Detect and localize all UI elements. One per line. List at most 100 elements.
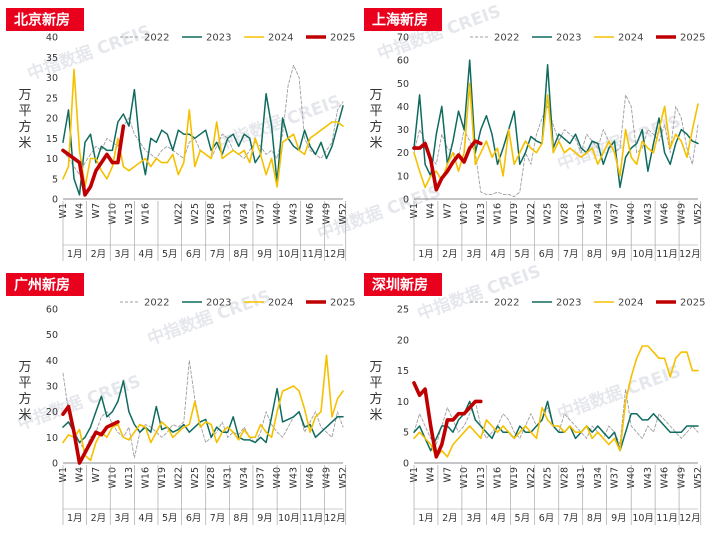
x-tick-label: W4 <box>426 467 437 482</box>
x-tick-label: W19 <box>509 467 520 488</box>
legend: 2022 2023 2024 2025 <box>120 33 355 44</box>
x-tick-label: W37 <box>256 203 267 224</box>
y-tick-label: 50 <box>397 79 409 90</box>
x-tick-label: W37 <box>609 203 620 224</box>
y-tick-label: 35 <box>46 53 58 64</box>
x-tick-label: W10 <box>459 203 470 224</box>
legend-item-2023: 2023 <box>532 33 581 44</box>
x-tick-label: W31 <box>223 203 234 224</box>
x-month-label: 5月 <box>515 513 531 524</box>
y-tick-label: 0 <box>403 195 409 206</box>
x-axis-week-ticks: W1 W4 W7 W10 W13 W16 W19 W22 W25 W28 W31 W34 W37 W40 W… <box>58 467 349 488</box>
x-tick-label: W43 <box>643 467 654 488</box>
watermark-text: 中指数据 CREIS <box>555 361 684 425</box>
x-month-label: 3月 <box>115 249 131 260</box>
y-axis-label-char: 万 <box>18 88 31 103</box>
y-axis-label-char: 万 <box>18 360 31 375</box>
y-axis-label-char: 万 <box>369 360 382 375</box>
legend-label: 2023 <box>556 298 581 309</box>
x-tick-label: W25 <box>190 467 201 488</box>
legend-label: 2025 <box>330 33 355 44</box>
y-tick-label: 50 <box>46 330 58 341</box>
x-month-label: 5月 <box>162 249 178 260</box>
x-axis-week-ticks: W1 W4 W7 W10 W13 W16 W22 W25 W28 W31 W34 W37 W40 W43 W… <box>58 203 349 224</box>
y-tick-label: 30 <box>46 73 58 84</box>
series-line-2023 <box>413 400 699 452</box>
x-tick-label: W25 <box>543 467 554 488</box>
x-tick-label: W34 <box>593 467 604 488</box>
legend-item-2025: 2025 <box>656 298 705 309</box>
x-month-label: 8月 <box>233 513 249 524</box>
y-axis-label-char: 平 <box>369 376 382 391</box>
legend-label: 2022 <box>144 298 169 309</box>
x-month-label: 2月 <box>91 249 107 260</box>
legend-item-2023: 2023 <box>182 298 231 309</box>
y-tick-label: 10 <box>397 397 409 408</box>
x-month-label: 7月 <box>210 513 226 524</box>
series-2025 <box>61 124 126 197</box>
x-tick-label: W19 <box>157 467 168 488</box>
y-axis: 0 5 10 15 20 25 <box>397 305 409 470</box>
x-month-label: 4月 <box>138 249 154 260</box>
series-2024 <box>62 68 344 188</box>
x-tick-label: W49 <box>676 203 687 224</box>
x-tick-label: W40 <box>272 203 283 224</box>
x-month-label: 11月 <box>656 513 678 524</box>
y-tick-label: 15 <box>46 134 58 145</box>
y-tick-label: 25 <box>397 305 409 316</box>
series-2025 <box>412 381 483 459</box>
x-month-label: 10月 <box>278 249 300 260</box>
y-tick-label: 70 <box>397 33 409 44</box>
series-2024 <box>413 345 699 458</box>
legend-item-2024: 2024 <box>594 298 643 309</box>
legend-item-2024: 2024 <box>244 298 293 309</box>
x-month-label: 3月 <box>466 513 482 524</box>
x-month-label: 1月 <box>67 513 83 524</box>
x-tick-label: W46 <box>660 467 671 488</box>
x-tick-label: W37 <box>609 467 620 488</box>
x-month-label: 7月 <box>563 513 579 524</box>
x-tick-label: W1 <box>58 467 69 482</box>
x-month-label: 6月 <box>186 513 202 524</box>
series-line-2024 <box>413 345 699 458</box>
series-2022 <box>413 94 699 198</box>
x-month-label: 8月 <box>233 249 249 260</box>
x-month-label: 9月 <box>257 249 273 260</box>
watermark-text: 中指数据 CREIS <box>315 181 444 245</box>
x-axis-months: 1月 2月 3月 4月 5月 6月 7月 8月 9月 10月 11月 12月 <box>413 465 702 525</box>
legend-label: 2022 <box>494 33 519 44</box>
x-month-label: 2月 <box>91 513 107 524</box>
x-tick-label: W52 <box>693 467 704 488</box>
y-axis: 0 10 20 30 40 50 60 70 <box>397 33 409 206</box>
series-line-2023 <box>413 59 699 189</box>
x-tick-label: W22 <box>526 467 537 488</box>
y-tick-label: 20 <box>46 407 58 418</box>
x-tick-label: W22 <box>173 467 184 488</box>
y-axis-label-char: 方 <box>369 119 382 135</box>
legend-item-2024: 2024 <box>244 33 293 44</box>
x-month-label: 7月 <box>563 249 579 260</box>
y-tick-label: 40 <box>397 102 409 113</box>
x-tick-label: W13 <box>476 203 487 224</box>
x-tick-label: W1 <box>409 203 420 218</box>
x-month-label: 9月 <box>611 513 627 524</box>
y-tick-label: 10 <box>46 154 58 165</box>
legend-item-2024: 2024 <box>594 33 643 44</box>
legend-label: 2023 <box>206 298 231 309</box>
x-tick-label: W25 <box>543 203 554 224</box>
x-month-label: 6月 <box>539 513 555 524</box>
x-month-label: 9月 <box>611 249 627 260</box>
x-tick-label: W19 <box>509 203 520 224</box>
y-axis-label-char: 方 <box>369 391 382 407</box>
x-month-label: 12月 <box>324 513 346 524</box>
x-tick-label: W40 <box>626 203 637 224</box>
x-tick-label: W7 <box>442 467 453 482</box>
x-axis-months: 1月 2月 3月 4月 5月 6月 7月 8月 9月 10月 11月 12月 <box>413 201 702 261</box>
legend-label: 2024 <box>618 33 643 44</box>
x-tick-label: W46 <box>305 203 316 224</box>
y-axis-label-char: 平 <box>369 104 382 119</box>
